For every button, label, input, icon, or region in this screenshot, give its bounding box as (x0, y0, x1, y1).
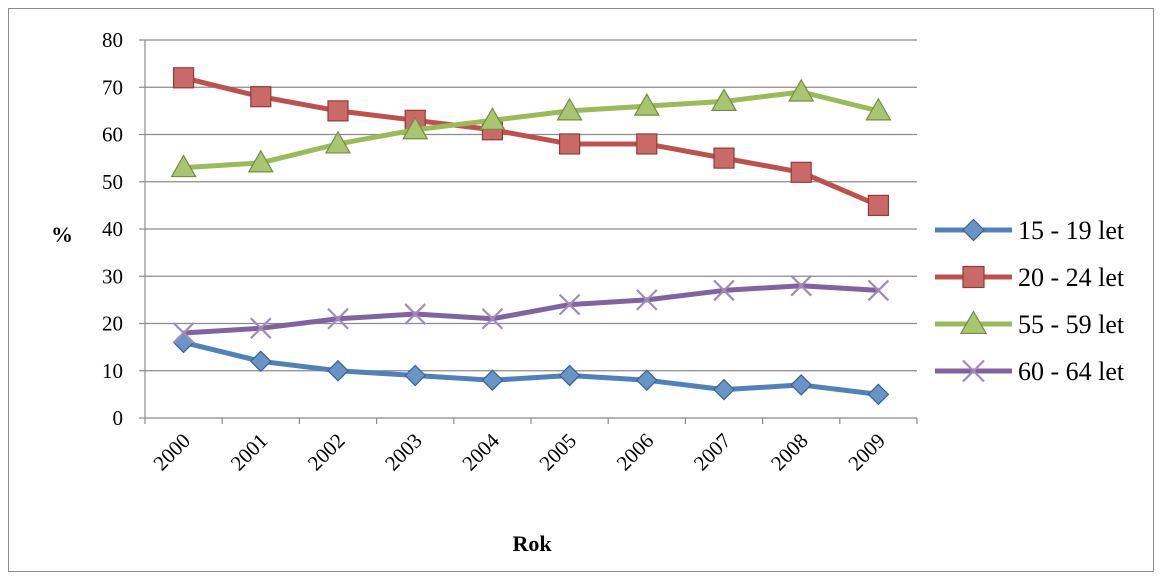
data-point-2-6 (633, 92, 660, 116)
x-tick-label-2005: 2005 (534, 429, 581, 476)
legend-item-3: 60 - 64 let (935, 357, 1125, 386)
data-point-1-9 (867, 194, 890, 216)
data-point-0-5 (558, 364, 581, 387)
data-point-2-0 (170, 154, 197, 178)
data-point-2-1 (247, 149, 274, 173)
y-tick-label-30: 30 (102, 264, 123, 288)
legend-label-2: 55 - 59 let (1018, 310, 1125, 339)
x-tick-label-2004: 2004 (457, 428, 504, 475)
y-tick-label-40: 40 (102, 217, 123, 241)
axes (139, 39, 918, 424)
legend-marker-3 (962, 359, 985, 383)
series-group (170, 67, 892, 406)
chart-frame (8, 8, 1154, 572)
x-tick-label-2003: 2003 (380, 429, 427, 476)
series-line-0 (183, 339, 879, 397)
y-tick-labels: 0 10 20 30 40 50 60 70 80 (102, 28, 123, 430)
data-point-2-2 (324, 130, 352, 154)
data-point-1-6 (636, 133, 658, 155)
data-point-0-0 (172, 331, 195, 354)
data-point-3-8 (790, 274, 812, 297)
data-point-2-9 (865, 97, 892, 121)
data-point-3-9 (867, 279, 890, 302)
data-point-3-0 (172, 322, 195, 344)
x-tick-label-2002: 2002 (303, 429, 350, 476)
x-tick-labels: 2000 2001 2002 2003 2004 2005 2006 2007 2008 2009 (148, 428, 889, 475)
data-point-2-5 (556, 97, 583, 121)
y-tick-label-60: 60 (102, 123, 123, 147)
data-point-0-4 (481, 369, 504, 392)
data-point-3-3 (404, 303, 426, 325)
y-axis-title: % (51, 222, 73, 247)
data-point-0-8 (790, 374, 813, 396)
series-3 (172, 274, 890, 344)
data-point-1-7 (713, 147, 735, 169)
legend-item-2: 55 - 59 let (935, 310, 1125, 339)
y-tick-label-50: 50 (102, 170, 123, 194)
x-tick-label-2008: 2008 (766, 429, 813, 476)
data-point-3-6 (636, 289, 658, 311)
series-0 (172, 331, 890, 406)
data-point-3-1 (250, 317, 272, 340)
legend-marker-1 (962, 265, 985, 289)
legend-item-0: 15 - 19 let (935, 216, 1125, 245)
data-point-3-5 (558, 293, 581, 316)
x-tick-label-2007: 2007 (689, 429, 736, 476)
data-point-2-8 (788, 78, 815, 102)
legend-label-1: 20 - 24 let (1018, 263, 1125, 292)
data-point-0-6 (635, 369, 658, 392)
x-tick-label-2001: 2001 (226, 429, 273, 476)
data-point-2-3 (402, 116, 429, 140)
x-tick-label-2009: 2009 (843, 429, 890, 476)
legend-marker-0 (962, 218, 985, 242)
y-tick-label-10: 10 (102, 359, 123, 383)
data-point-0-3 (404, 364, 427, 387)
legend: 15 - 19 let 20 - 24 let 55 - 59 let 60 - 64… (935, 216, 1125, 386)
x-axis-title: Rok (512, 531, 552, 556)
series-1 (173, 67, 890, 216)
data-point-1-2 (327, 100, 349, 122)
series-line-3 (183, 283, 879, 336)
legend-label-3: 60 - 64 let (1018, 357, 1125, 386)
data-point-3-4 (481, 307, 504, 330)
series-line-1 (183, 75, 880, 208)
data-point-0-1 (249, 350, 272, 373)
legend-item-1: 20 - 24 let (935, 263, 1125, 292)
y-tick-label-0: 0 (113, 406, 124, 430)
data-point-1-1 (250, 86, 272, 108)
x-tick-label-2006: 2006 (612, 429, 659, 476)
x-tick-label-2000: 2000 (148, 429, 195, 476)
y-tick-label-80: 80 (102, 28, 123, 52)
data-point-1-0 (173, 67, 195, 89)
series-line-2 (183, 89, 879, 171)
data-point-0-7 (713, 378, 735, 401)
data-point-1-8 (790, 161, 812, 183)
data-point-0-9 (867, 383, 890, 406)
legend-marker-2 (959, 310, 988, 335)
data-point-1-5 (558, 133, 581, 155)
data-point-2-7 (710, 88, 738, 112)
y-tick-label-20: 20 (102, 312, 123, 336)
data-point-2-4 (479, 107, 506, 130)
data-point-0-2 (327, 359, 349, 382)
legend-label-0: 15 - 19 let (1018, 216, 1125, 245)
data-point-3-2 (327, 307, 349, 330)
y-tick-label-70: 70 (102, 75, 123, 99)
data-point-3-7 (713, 279, 735, 302)
series-2 (170, 78, 892, 178)
